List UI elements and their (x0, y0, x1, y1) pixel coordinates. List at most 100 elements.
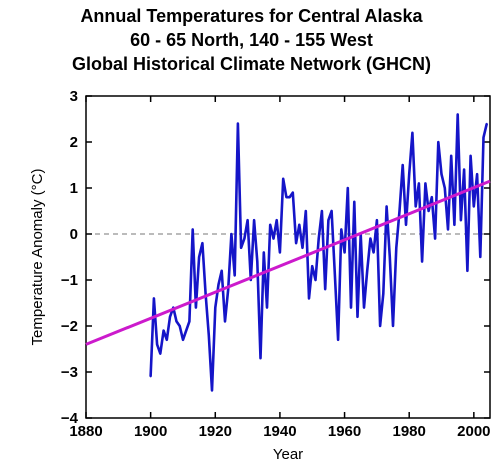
data-point (220, 270, 223, 272)
data-point (292, 191, 294, 194)
data-point (453, 224, 456, 226)
data-point (401, 164, 404, 166)
data-point (450, 155, 453, 157)
data-point (482, 136, 485, 139)
y-tick-label: −1 (61, 272, 78, 289)
data-point (175, 320, 178, 323)
data-point (346, 187, 349, 189)
data-point (240, 247, 242, 249)
data-point (208, 334, 210, 337)
x-tick-label: 2000 (457, 423, 490, 440)
series-line (149, 113, 489, 392)
data-point (188, 320, 191, 323)
x-tick-label: 1980 (393, 423, 426, 440)
y-tick-label: 3 (70, 88, 78, 105)
data-point (314, 279, 317, 281)
data-point (434, 237, 436, 240)
y-axis-label: Temperature Anomaly (°C) (29, 169, 46, 346)
x-tick-label: 1960 (328, 423, 361, 440)
data-point (398, 210, 401, 212)
data-point (224, 320, 226, 323)
data-point (256, 260, 259, 263)
data-point (369, 237, 372, 240)
data-point (385, 205, 388, 208)
data-point (250, 279, 252, 281)
data-point (392, 325, 394, 327)
data-point (324, 288, 326, 291)
x-axis-label: Year (273, 446, 303, 460)
data-point (269, 224, 272, 226)
data-point (285, 196, 288, 198)
data-point (178, 325, 181, 327)
data-point (262, 251, 265, 254)
data-point (149, 375, 152, 378)
data-point (473, 205, 475, 208)
chart-title: Annual Temperatures for Central Alaska (80, 6, 423, 26)
data-point (301, 247, 304, 249)
data-point (485, 122, 488, 125)
y-tick-label: 2 (70, 134, 78, 151)
data-point (272, 237, 275, 240)
data-point (447, 228, 449, 231)
data-point (198, 256, 200, 258)
data-point (337, 339, 339, 341)
data-point (259, 357, 262, 360)
data-point (376, 219, 378, 221)
chart-subtitle: 60 - 65 North, 140 - 155 West (130, 30, 373, 50)
data-point (395, 247, 398, 249)
data-point (191, 228, 194, 231)
data-point (156, 343, 158, 346)
data-point (366, 270, 368, 272)
y-tick-label: −4 (61, 410, 79, 427)
chart-title-block: Annual Temperatures for Central Alaska 6… (0, 4, 503, 76)
data-point (201, 242, 204, 244)
data-point (469, 155, 472, 157)
data-point (414, 205, 417, 208)
data-point (162, 329, 165, 332)
data-point (431, 196, 433, 198)
data-point (166, 339, 168, 341)
data-point (308, 297, 310, 300)
data-point (408, 173, 411, 175)
data-point (421, 260, 423, 263)
data-point (466, 270, 469, 272)
data-point (275, 219, 278, 221)
data-point (479, 256, 482, 258)
data-point (204, 293, 207, 295)
data-point (334, 274, 336, 277)
chart-source: Global Historical Climate Network (GHCN) (71, 54, 432, 74)
data-point (476, 173, 478, 175)
data-point (227, 288, 230, 291)
x-tick-label: 1900 (134, 423, 167, 440)
data-point (327, 219, 330, 221)
data-point (182, 339, 184, 341)
data-point (460, 219, 462, 221)
y-tick-label: −3 (61, 364, 78, 381)
data-point (288, 196, 291, 198)
x-tick-label: 1880 (69, 423, 102, 440)
data-point (456, 113, 459, 116)
data-point (185, 329, 187, 332)
data-point (443, 187, 446, 189)
data-point (295, 242, 297, 244)
data-point (233, 274, 236, 277)
data-point (159, 352, 162, 355)
data-point (266, 306, 268, 309)
data-point (340, 228, 343, 231)
data-point (382, 293, 385, 295)
data-point (217, 283, 220, 286)
data-point (153, 297, 155, 300)
data-point (427, 210, 430, 212)
data-point (437, 141, 440, 143)
data-point (298, 224, 301, 226)
data-point (350, 306, 352, 309)
data-point (330, 210, 333, 212)
data-point (405, 224, 407, 226)
data-point (195, 306, 197, 309)
data-point (246, 219, 249, 221)
data-point (169, 316, 171, 318)
data-point (279, 251, 281, 254)
data-point (424, 182, 427, 185)
plot-frame (85, 95, 491, 419)
